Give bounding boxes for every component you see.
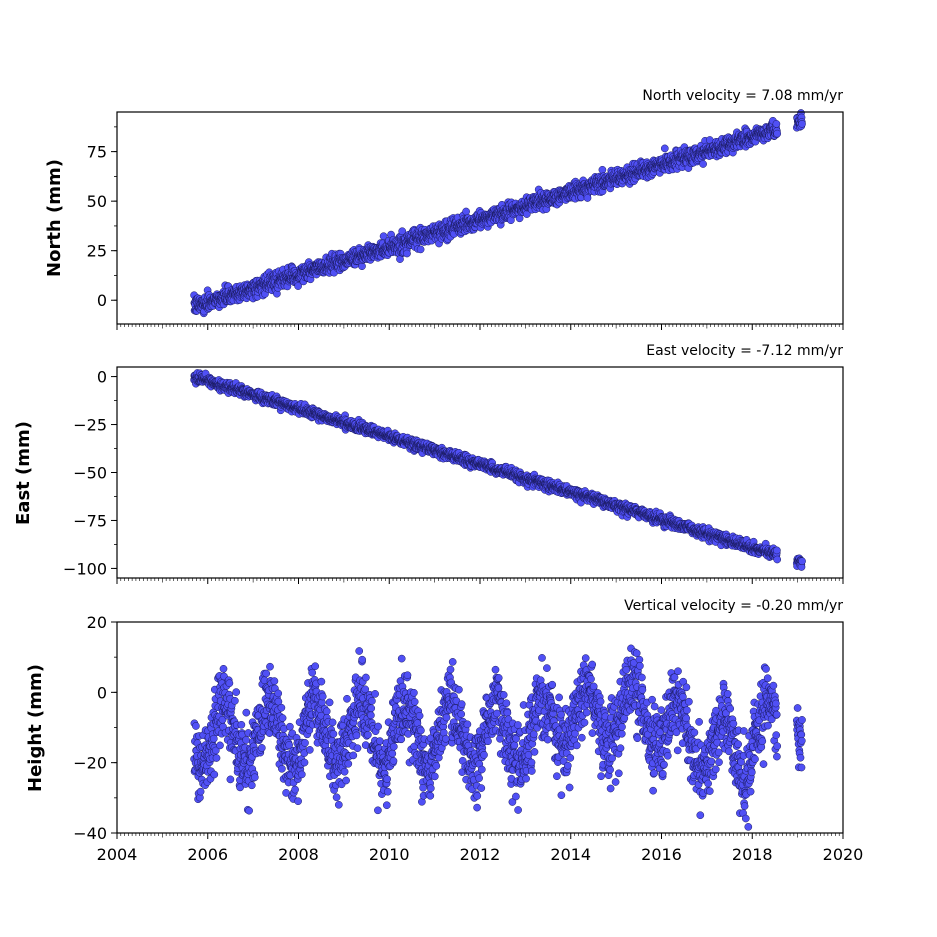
north-points	[190, 109, 806, 318]
data-point	[772, 120, 781, 128]
data-point	[773, 546, 781, 555]
data-point	[773, 129, 782, 138]
y-tick-label: −25	[73, 416, 107, 435]
north-velocity-label: North velocity = 7.08 mm/yr	[642, 88, 843, 104]
north-panel: North velocity = 7.08 mm/yr 0 25 50 75 Nort…	[44, 88, 844, 330]
y-tick-label: 50	[87, 192, 107, 211]
y-tick-label: −50	[73, 464, 107, 483]
y-tick-label: 25	[87, 242, 107, 261]
north-ylabel: North (mm)	[44, 159, 65, 277]
y-tick-label: 75	[87, 143, 107, 162]
y-tick-label: 0	[97, 291, 107, 310]
y-tick-label: −75	[73, 511, 107, 530]
data-point	[294, 282, 302, 290]
data-point	[416, 245, 425, 254]
data-point	[773, 555, 782, 564]
data-point	[462, 207, 470, 216]
east-axis-ticks: 0 −25 −50 −75 −100	[63, 368, 844, 584]
data-point	[583, 194, 592, 202]
y-tick-label: 0	[97, 368, 107, 387]
data-point	[798, 557, 806, 566]
y-tick-label: −100	[63, 559, 107, 578]
east-velocity-label: East velocity = -7.12 mm/yr	[646, 343, 843, 359]
east-panel: East velocity = -7.12 mm/yr 0 −25 −50 −75 −1…	[13, 343, 844, 584]
east-points	[190, 369, 806, 571]
data-point	[660, 144, 669, 153]
data-point	[403, 249, 411, 258]
data-point	[598, 165, 607, 174]
data-point	[699, 160, 707, 168]
data-point	[798, 120, 806, 128]
